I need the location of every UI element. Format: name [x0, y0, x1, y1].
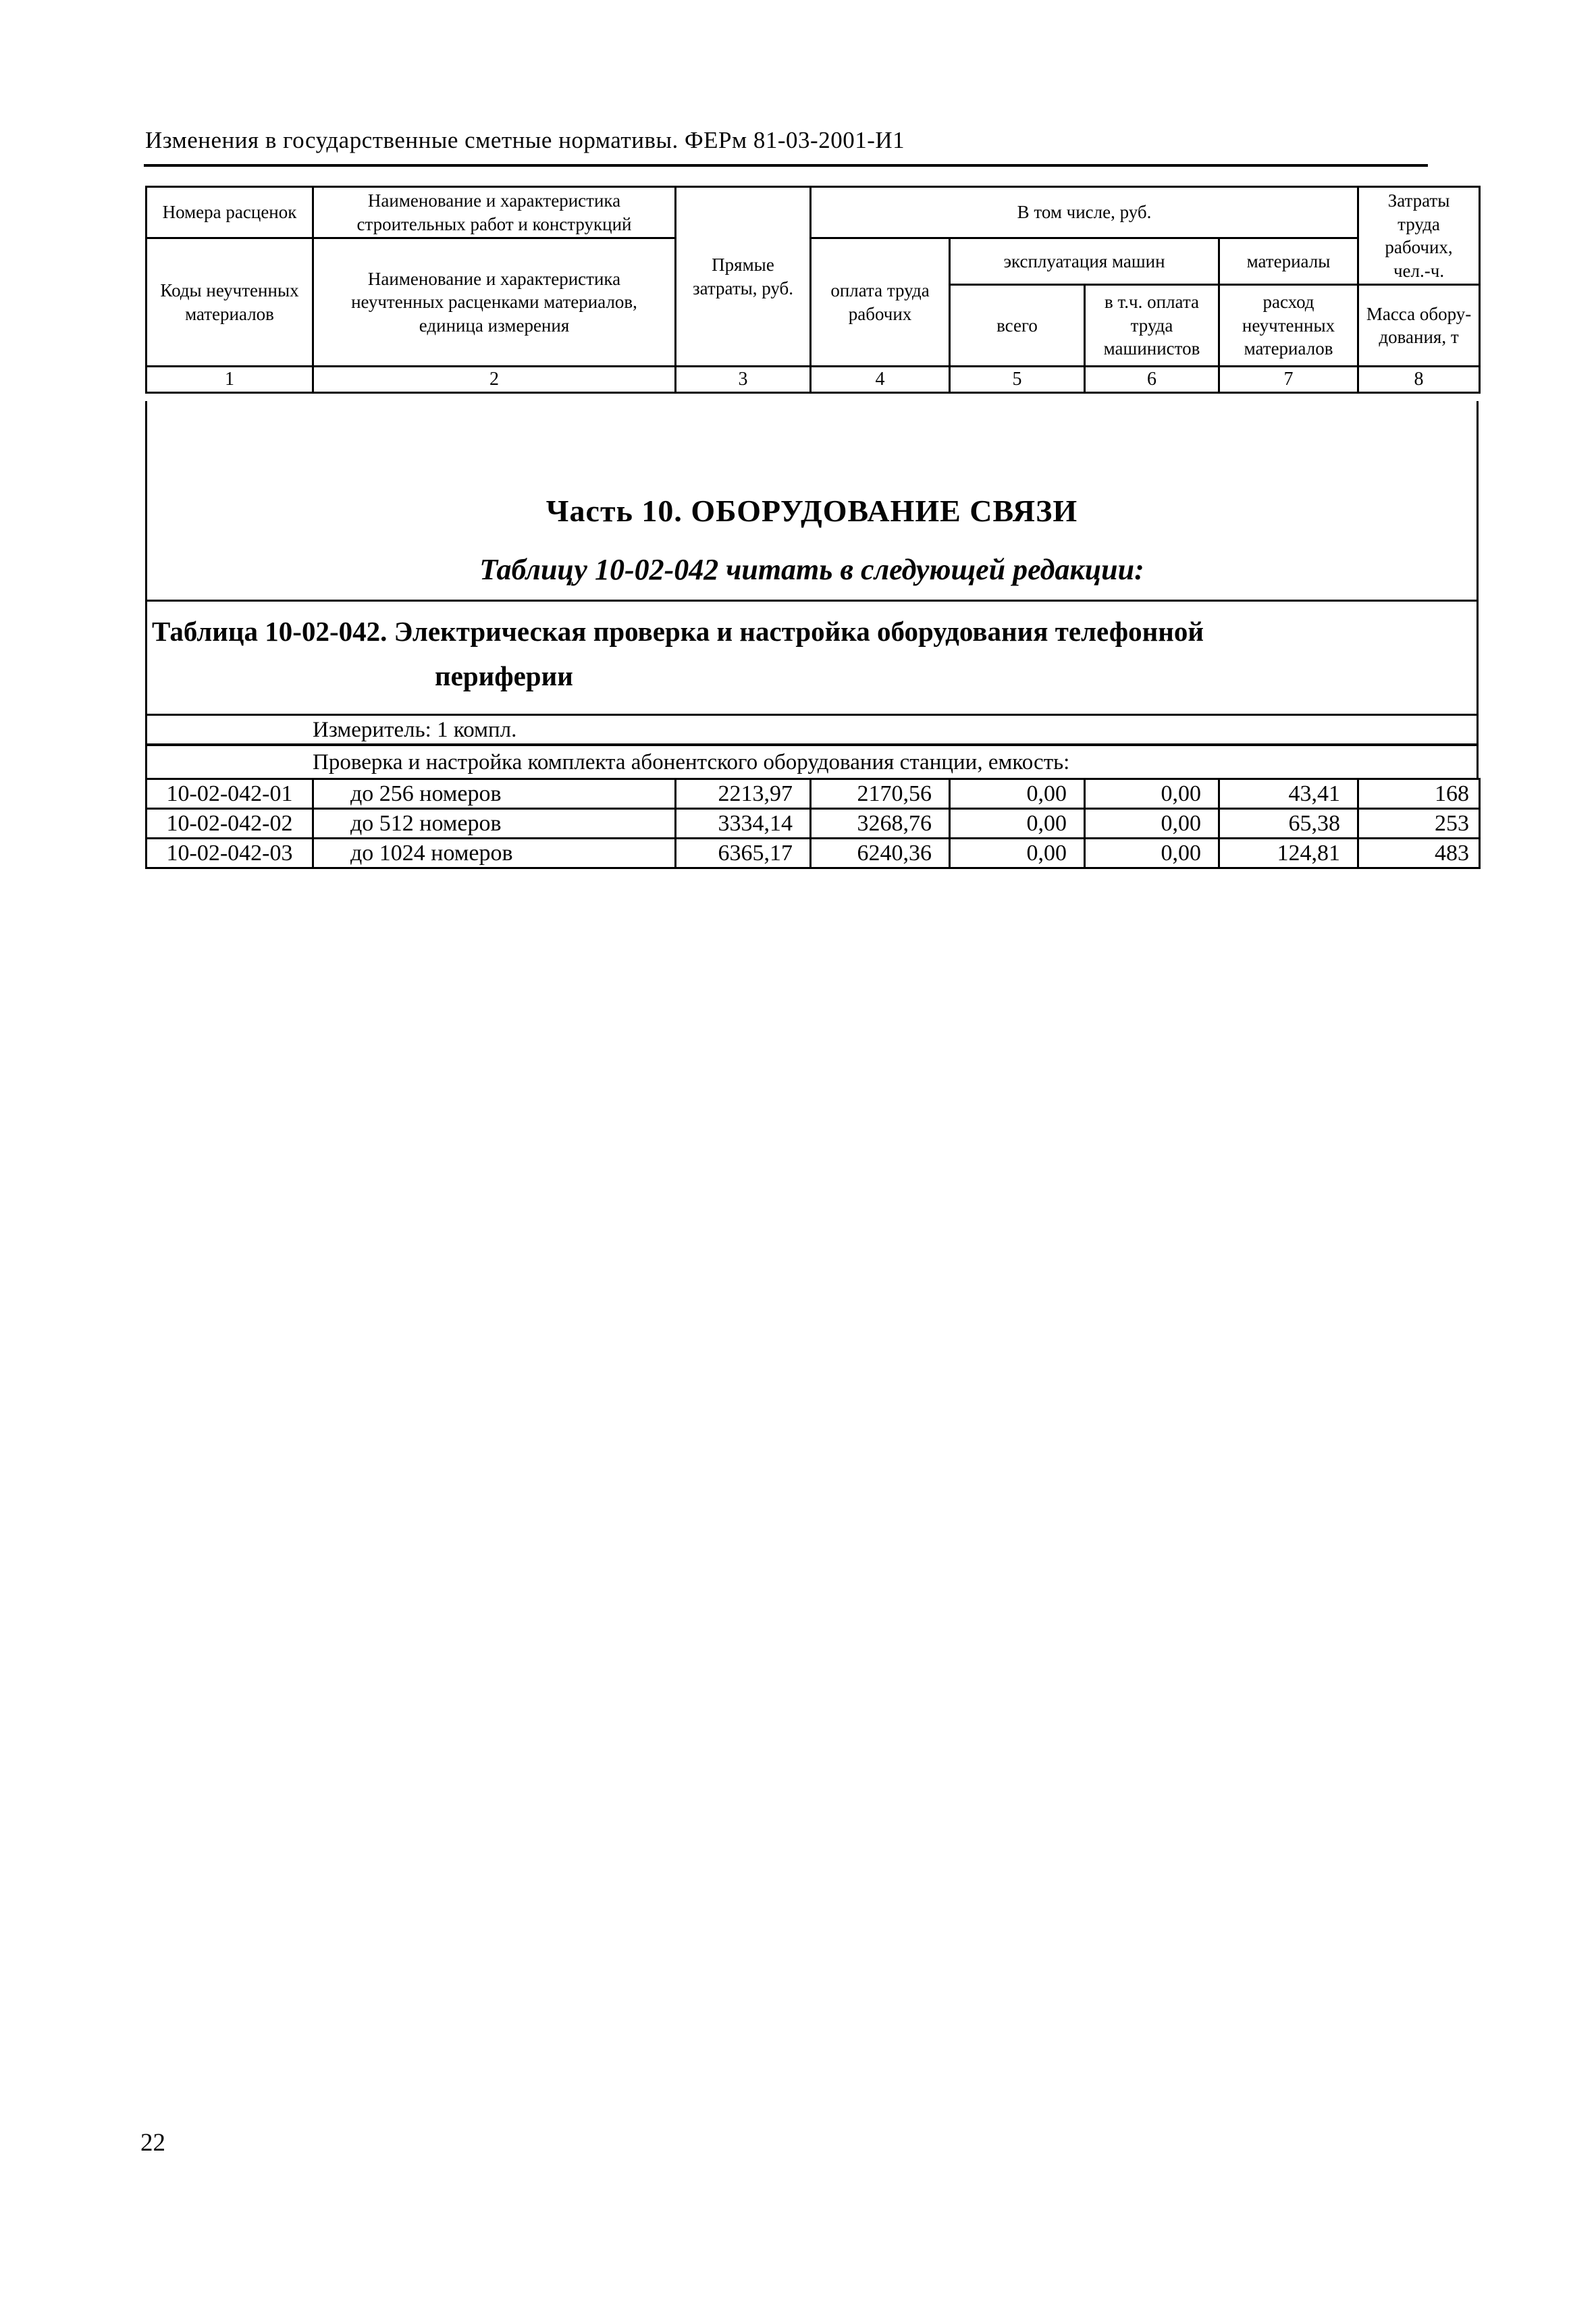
header-cell-machines-group: эксплуатация машин — [949, 237, 1220, 286]
cell-direct-costs: 3334,14 — [674, 808, 812, 839]
column-number-4: 4 — [809, 365, 951, 394]
cell-labor-pay: 2170,56 — [809, 778, 951, 810]
running-head: Изменения в государственные сметные норм… — [145, 127, 905, 153]
header-cell-equipment-mass: Масса обору- дования, т — [1357, 284, 1481, 368]
cell-direct-costs: 6365,17 — [674, 837, 812, 869]
table-heading-line1: Таблица 10-02-042. Электрическая проверк… — [152, 616, 1204, 647]
cell-direct-costs: 2213,97 — [674, 778, 812, 810]
header-cell-material-codes: Коды неучтенных материалов — [145, 237, 314, 368]
cell-labor-hours: 483 — [1357, 837, 1481, 869]
header-cell-machines-total: всего — [949, 284, 1086, 368]
table-heading: Таблица 10-02-042. Электрическая проверк… — [147, 600, 1477, 714]
cell-labor-hours: 168 — [1357, 778, 1481, 810]
cell-materials: 65,38 — [1218, 808, 1359, 839]
part-title: Часть 10. ОБОРУДОВАНИЕ СВЯЗИ — [546, 494, 1078, 528]
cell-labor-pay: 3268,76 — [809, 808, 951, 839]
cell-materials: 43,41 — [1218, 778, 1359, 810]
cell-rate-code: 10-02-042-01 — [145, 778, 314, 810]
measure-row: Измеритель: 1 компл. — [147, 714, 1477, 743]
column-number-6: 6 — [1084, 365, 1220, 394]
table-row: 10-02-042-01 до 256 номеров 2213,97 2170… — [145, 778, 1481, 810]
column-number-8: 8 — [1357, 365, 1481, 394]
cell-machines-total: 0,00 — [949, 778, 1086, 810]
header-cell-material-name: Наименование и характеристика неучтенных… — [312, 237, 676, 368]
edit-note: Таблицу 10-02-042 читать в следующей ред… — [479, 553, 1144, 586]
table-row: 10-02-042-03 до 1024 номеров 6365,17 624… — [145, 837, 1481, 869]
cell-operators-pay: 0,00 — [1084, 778, 1220, 810]
header-cell-including: В том числе, руб. — [809, 185, 1360, 240]
group-caption-row: Проверка и настройка комплекта абонентск… — [147, 743, 1477, 778]
running-head-rule — [144, 164, 1428, 167]
header-cell-direct-costs: Прямые затраты, руб. — [674, 185, 812, 368]
table-heading-line2: периферии — [435, 660, 573, 691]
columns-header-table: Номера расценок Наименование и характери… — [145, 185, 1481, 394]
page-number: 22 — [140, 2129, 165, 2157]
cell-machines-total: 0,00 — [949, 808, 1086, 839]
header-cell-operators-pay: в т.ч. оплата труда машинистов — [1084, 284, 1220, 368]
cell-operators-pay: 0,00 — [1084, 808, 1220, 839]
cell-labor-pay: 6240,36 — [809, 837, 951, 869]
table-row: 10-02-042-02 до 512 номеров 3334,14 3268… — [145, 808, 1481, 839]
cell-rate-code: 10-02-042-02 — [145, 808, 314, 839]
cell-rate-name: до 1024 номеров — [312, 837, 676, 869]
cell-rate-name: до 256 номеров — [312, 778, 676, 810]
column-number-5: 5 — [949, 365, 1086, 394]
header-cell-labor-hours: Затраты труда рабочих, чел.-ч. — [1357, 185, 1481, 286]
header-cell-work-name: Наименование и характеристика строительн… — [312, 185, 676, 240]
header-cell-materials-consumption: расход неучтенных материалов — [1217, 284, 1360, 368]
cell-operators-pay: 0,00 — [1084, 837, 1220, 869]
cell-rate-code: 10-02-042-03 — [145, 837, 314, 869]
cell-labor-hours: 253 — [1357, 808, 1481, 839]
cell-rate-name: до 512 номеров — [312, 808, 676, 839]
section-box: Часть 10. ОБОРУДОВАНИЕ СВЯЗИ Таблицу 10-… — [145, 401, 1479, 778]
column-number-3: 3 — [674, 365, 812, 394]
column-number-7: 7 — [1217, 365, 1360, 394]
cell-materials: 124,81 — [1218, 837, 1359, 869]
cell-machines-total: 0,00 — [949, 837, 1086, 869]
header-cell-rate-numbers: Номера расценок — [145, 185, 314, 240]
column-number-1: 1 — [145, 365, 314, 394]
column-number-2: 2 — [312, 365, 676, 394]
header-cell-materials-group: материалы — [1217, 237, 1360, 286]
header-cell-labor-pay: оплата труда рабочих — [809, 237, 951, 368]
rates-data-table: 10-02-042-01 до 256 номеров 2213,97 2170… — [145, 778, 1481, 869]
